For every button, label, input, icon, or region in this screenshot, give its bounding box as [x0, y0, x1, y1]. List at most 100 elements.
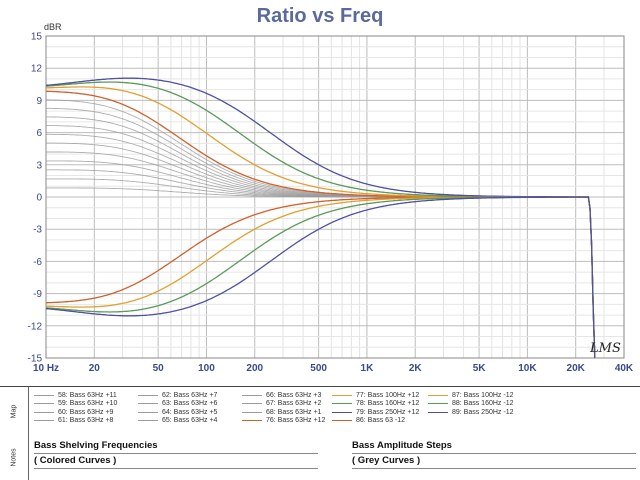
legend-item: 61: Bass 63Hz +8 — [34, 417, 117, 425]
legend-label: 88: Bass 160Hz -12 — [452, 400, 514, 407]
legend-label: 64: Bass 63Hz +5 — [162, 408, 218, 416]
x-tick-label: 10K — [518, 363, 537, 374]
legend-label: 65: Bass 63Hz +4 — [162, 417, 218, 424]
legend-item: 78: Bass 160Hz +12 — [332, 400, 419, 408]
notes-right-sub: ( Grey Curves ) — [352, 455, 421, 466]
map-tab-label: Map — [10, 404, 18, 418]
legend-label: 63: Bass 63Hz +6 — [162, 400, 218, 407]
notes-right-title: Bass Amplitude Steps — [352, 440, 452, 451]
legend-item: 77: Bass 100Hz +12 — [332, 391, 419, 399]
notes-right-line-1 — [352, 453, 636, 454]
y-tick-label: -12 — [28, 321, 43, 332]
legend-label: 89: Bass 250Hz -12 — [452, 408, 514, 416]
y-tick-label: -15 — [28, 354, 43, 365]
notes-left-title: Bass Shelving Frequencies — [34, 440, 158, 451]
legend-swatch — [332, 411, 352, 413]
x-tick-label: 40K — [615, 363, 634, 374]
legend-column: 58: Bass 63Hz +11 59: Bass 63Hz +10 60: Ba… — [34, 391, 117, 425]
legend-swatch — [242, 420, 262, 421]
legend-swatch — [332, 420, 352, 421]
legend-label: 67: Bass 63Hz +2 — [266, 400, 322, 407]
x-tick-label: 500 — [310, 363, 327, 374]
legend-label: 86: Bass 63 -12 — [356, 417, 406, 424]
notes-left-sub: ( Colored Curves ) — [34, 455, 117, 466]
legend-column: 66: Bass 63Hz +3 67: Bass 63Hz +2 68: Bass… — [242, 391, 325, 425]
legend-item: 68: Bass 63Hz +1 — [242, 408, 325, 416]
legend-item: 59: Bass 63Hz +10 — [34, 400, 117, 408]
legend-label: 78: Bass 160Hz +12 — [356, 400, 420, 407]
legend-label: 61: Bass 63Hz +8 — [58, 417, 114, 424]
notes-tab: Notes — [0, 434, 29, 480]
legend-swatch — [428, 394, 448, 396]
legend-label: 79: Bass 250Hz +12 — [356, 408, 420, 416]
legend-item: 66: Bass 63Hz +3 — [242, 391, 325, 399]
legend-swatch — [242, 394, 262, 396]
lms-watermark: LMS — [589, 341, 621, 356]
curves — [45, 77, 596, 359]
map-tab: Map — [0, 387, 29, 435]
ratio-vs-freq-chart: Ratio vs Freq dBR 10 Hz 20 50 100 200 500 1K 2K… — [28, 5, 634, 375]
legend-item: 62: Bass 63Hz +7 — [138, 391, 217, 399]
plot-frame — [45, 35, 625, 359]
legend-swatch — [332, 394, 352, 396]
legend-label: 60: Bass 63Hz +9 — [58, 408, 114, 416]
legend-item: 64: Bass 63Hz +5 — [138, 408, 217, 416]
legend-swatch — [138, 411, 158, 413]
legend-item: 58: Bass 63Hz +11 — [34, 391, 117, 399]
legend-item: 89: Bass 250Hz -12 — [428, 408, 513, 416]
legend-item: 63: Bass 63Hz +6 — [138, 400, 217, 408]
legend-column: 87: Bass 100Hz -12 88: Bass 160Hz -12 89: … — [428, 391, 513, 417]
y-tick-label: 6 — [36, 128, 42, 139]
y-tick-label: 15 — [31, 32, 43, 43]
legend-swatch — [34, 420, 54, 421]
x-tick-label: 2K — [409, 363, 423, 374]
legend-label: 87: Bass 100Hz -12 — [452, 391, 514, 399]
legend-label: 66: Bass 63Hz +3 — [266, 391, 322, 399]
y-axis-label: dBR — [44, 22, 62, 32]
legend-swatch — [332, 403, 352, 404]
legend-label: 58: Bass 63Hz +11 — [58, 391, 117, 399]
y-tick-label: 3 — [36, 160, 42, 171]
x-tick-label: 20K — [567, 363, 586, 374]
y-tick-label: -3 — [33, 225, 42, 236]
legend-label: 77: Bass 100Hz +12 — [356, 391, 420, 399]
legend-swatch — [34, 403, 54, 404]
notes-left-line-1 — [34, 453, 318, 454]
y-tick-label: -6 — [33, 257, 42, 268]
x-tick-label: 1K — [361, 363, 375, 374]
legend-swatch — [34, 394, 54, 396]
legend-swatch — [242, 411, 262, 413]
legend-swatch — [428, 411, 448, 413]
legend-item: 60: Bass 63Hz +9 — [34, 408, 117, 416]
x-tick-label: 20 — [89, 363, 101, 374]
notes-tab-label: Notes — [10, 447, 18, 467]
y-tick-label: 0 — [36, 193, 42, 204]
legend-swatch — [138, 403, 158, 404]
legend-swatch — [242, 403, 262, 404]
legend-panel: Map 58: Bass 63Hz +11 59: Bass 63Hz +10 60… — [0, 386, 640, 436]
legend-label: 76: Bass 63Hz +12 — [266, 417, 326, 424]
y-tick-label: 9 — [36, 96, 42, 107]
series-line — [45, 196, 596, 359]
chart-title: Ratio vs Freq — [257, 5, 384, 27]
legend-item: 65: Bass 63Hz +4 — [138, 417, 217, 425]
y-tick-label: -9 — [33, 289, 42, 300]
x-tick-label: 5K — [473, 363, 487, 374]
y-tick-label: 12 — [31, 64, 43, 75]
x-tick-label: 50 — [153, 363, 165, 374]
tick-labels: 10 Hz 20 50 100 200 500 1K 2K 5K 10K 20K 40K 15 12 9 6 3… — [28, 32, 634, 375]
legend-item: 87: Bass 100Hz -12 — [428, 391, 513, 399]
legend-label: 62: Bass 63Hz +7 — [162, 391, 218, 399]
notes-right-line-2 — [352, 468, 636, 469]
legend-label: 68: Bass 63Hz +1 — [266, 408, 322, 416]
legend-swatch — [138, 420, 158, 421]
legend-item: 67: Bass 63Hz +2 — [242, 400, 325, 408]
legend-item: 86: Bass 63 -12 — [332, 417, 419, 425]
legend-column: 62: Bass 63Hz +7 63: Bass 63Hz +6 64: Bass… — [138, 391, 217, 425]
notes-left-line-2 — [34, 468, 318, 469]
legend-swatch — [34, 411, 54, 413]
legend-column: 77: Bass 100Hz +12 78: Bass 160Hz +12 79: … — [332, 391, 419, 425]
legend-label: 59: Bass 63Hz +10 — [58, 400, 118, 407]
x-tick-label: 200 — [246, 363, 263, 374]
legend-swatch — [428, 403, 448, 404]
